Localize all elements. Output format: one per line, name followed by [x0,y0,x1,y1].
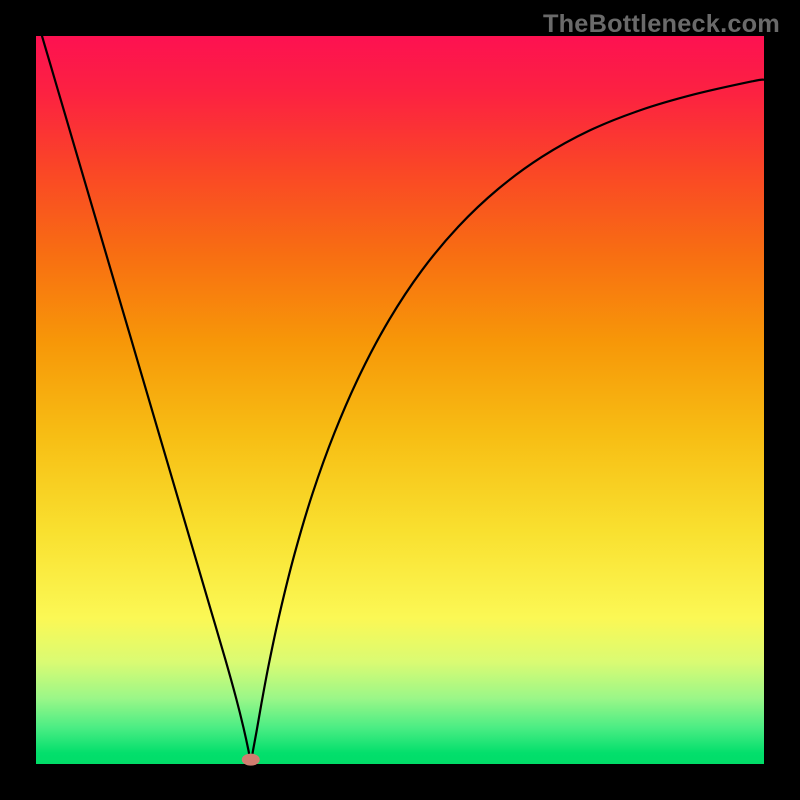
minimum-marker [242,754,260,766]
plot-background [36,36,764,764]
chart-container: TheBottleneck.com [0,0,800,800]
bottleneck-curve-chart [0,0,800,800]
watermark-text: TheBottleneck.com [543,10,780,39]
